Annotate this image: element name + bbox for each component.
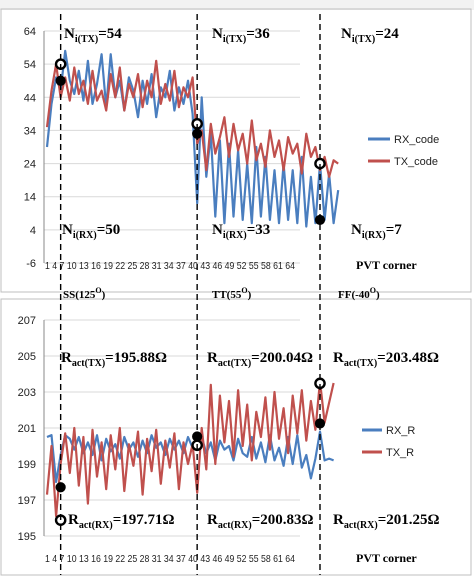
top-x-axis-label: PVT corner (356, 258, 417, 272)
y-tick-label: 203 (18, 387, 36, 399)
y-tick-label: 207 (18, 315, 36, 327)
top-strip (0, 0, 474, 10)
top-y-tick-labels: -6 4 14 24 34 44 54 64 (24, 26, 36, 270)
bottom-annotation-ff-rx: Ract(RX)=201.25Ω (333, 512, 440, 531)
corner-label-ss: SS(125O) (63, 286, 106, 301)
bottom-annotation-tt-rx: Ract(RX)=200.83Ω (207, 512, 314, 531)
top-annotation-ff-tx: Ni(TX)=24 (341, 26, 399, 45)
bottom-annotation-ss-rx: Ract(RX)=197.71Ω (68, 512, 175, 531)
top-annotation-ff-rx: Ni(RX)=7 (351, 222, 402, 241)
top-chart: -6 4 14 24 34 44 54 64 1 4 7 10 13 16 19 22 25 … (24, 26, 440, 272)
top-series-lines (45, 49, 340, 228)
bottom-legend: RX_R TX_R (362, 425, 415, 459)
y-tick-label: 197 (18, 495, 36, 507)
series-line-tx-code (45, 59, 339, 178)
bottom-panel-frame (0, 298, 472, 576)
legend-label-rx-code: RX_code (394, 134, 439, 146)
y-tick-label: 195 (18, 531, 36, 543)
legend-label-rx-r: RX_R (386, 425, 415, 437)
top-annotation-tt-tx: Ni(TX)=36 (212, 26, 270, 45)
top-panel-frame (0, 8, 472, 293)
y-tick-label: 54 (24, 59, 36, 71)
bottom-chart: 195 197 199 201 203 205 207 1 4 7 10 13 16 19 … (18, 315, 440, 565)
corner-label-ff: FF(-40O) (338, 286, 380, 301)
y-tick-label: 34 (24, 125, 36, 137)
top-annotation-tt-rx: Ni(RX)=33 (212, 222, 270, 241)
y-tick-label: -6 (26, 258, 36, 270)
bottom-x-tick-labels: 1 4 7 10 13 16 19 22 25 28 31 34 37 40 4… (45, 553, 295, 565)
top-legend: RX_code TX_code (368, 134, 439, 168)
y-tick-label: 205 (18, 351, 36, 363)
bottom-series-lines (45, 380, 335, 518)
bottom-x-axis-label: PVT corner (356, 551, 417, 565)
legend-label-tx-r: TX_R (386, 447, 414, 459)
top-annotation-ss-tx: Ni(TX)=54 (64, 26, 122, 45)
bottom-annotation-tt-tx: Ract(TX)=200.04Ω (207, 350, 313, 369)
corner-dividers (59, 14, 321, 575)
corner-label-tt: TT(55O) (212, 286, 252, 301)
bottom-y-tick-labels: 195 197 199 201 203 205 207 (18, 315, 36, 543)
legend-label-tx-code: TX_code (394, 156, 438, 168)
y-tick-label: 64 (24, 26, 36, 38)
y-tick-label: 199 (18, 459, 36, 471)
corner-labels: SS(125O) TT(55O) FF(-40O) (63, 286, 380, 301)
y-tick-label: 4 (30, 225, 36, 237)
y-tick-label: 44 (24, 92, 36, 104)
top-annotation-ss-rx: Ni(RX)=50 (62, 222, 120, 241)
top-x-tick-labels: 1 4 7 10 13 16 19 22 25 28 31 34 37 40 4… (45, 260, 295, 272)
y-tick-label: 24 (24, 159, 36, 171)
y-tick-label: 201 (18, 423, 36, 435)
series-line-tx-r (45, 380, 335, 518)
bottom-annotation-ff-tx: Ract(TX)=203.48Ω (333, 350, 439, 369)
y-tick-label: 14 (24, 192, 36, 204)
bottom-annotation-ss-tx: Ract(TX)=195.88Ω (61, 350, 167, 369)
